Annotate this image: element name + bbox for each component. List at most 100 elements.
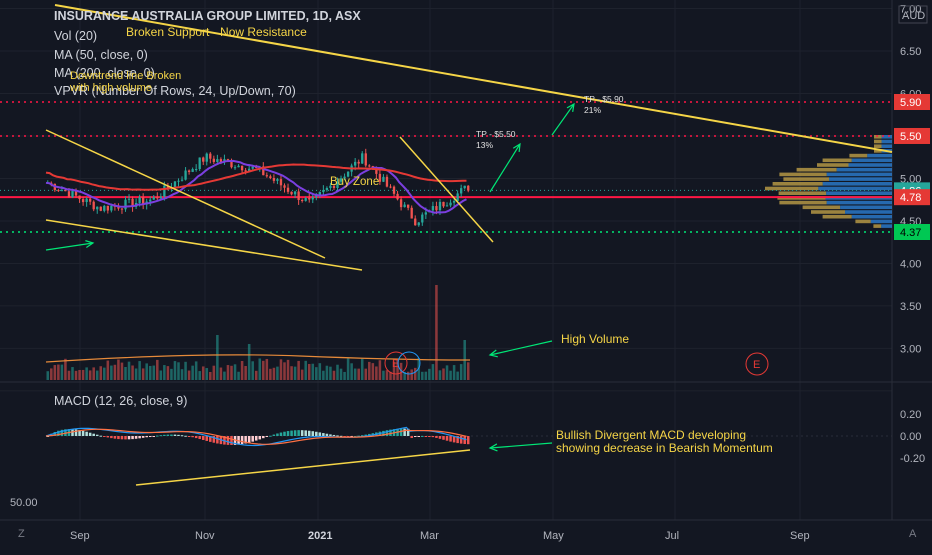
macd-histogram-bar — [293, 430, 297, 436]
support-arrow-head — [85, 240, 95, 248]
resistance-trendline — [54, 4, 893, 153]
volume-bar — [205, 368, 209, 380]
candle-body — [361, 153, 364, 164]
volume-bar — [371, 363, 375, 380]
volume-bar — [67, 370, 71, 380]
candle-body — [424, 212, 427, 215]
candle-body — [399, 199, 403, 208]
vpvr-down-bar — [783, 177, 830, 181]
annotation-downtrend: Downtrend line Broken — [70, 70, 182, 82]
time-tick-label: Mar — [420, 530, 439, 542]
candle-body — [205, 153, 208, 162]
vpvr-down-bar — [765, 186, 819, 191]
price-level-label: 4.78 — [900, 192, 921, 204]
macd-histogram-bar — [124, 436, 127, 440]
volume-bar — [431, 364, 435, 380]
volume-bar — [138, 361, 141, 380]
candle-body — [431, 206, 435, 211]
macd-histogram-bar — [103, 436, 106, 437]
candle-body — [449, 202, 452, 206]
macd-title[interactable]: MACD (12, 26, close, 9) — [54, 394, 188, 408]
indicator-ma200[interactable]: MA (200, close, 0) — [54, 66, 155, 80]
macd-histogram-bar — [265, 436, 269, 437]
time-tick-label: Sep — [70, 530, 90, 542]
vpvr-down-bar — [822, 214, 852, 219]
volume-bar — [194, 361, 198, 380]
volume-bar — [385, 370, 389, 380]
candle-body — [354, 161, 357, 166]
vpvr-down-bar — [778, 191, 827, 195]
macd-tick-label: 0.00 — [900, 431, 921, 443]
candle-body — [209, 153, 212, 159]
candle-body — [346, 171, 350, 177]
macd-histogram-bar — [163, 434, 166, 436]
candle-body — [318, 192, 321, 195]
candle-body — [233, 167, 237, 169]
macd-histogram-bar — [290, 430, 293, 436]
vpvr-up-bar — [826, 172, 892, 177]
candle-body — [410, 207, 413, 219]
indicator-vpvr[interactable]: VPVR (Number Of Rows, 24, Up/Down, 70) — [54, 84, 296, 98]
volume-bar — [46, 371, 50, 380]
volume-bar — [410, 369, 413, 380]
volume-bar — [375, 366, 378, 380]
volume-bar — [325, 365, 329, 380]
volume-bar — [247, 344, 251, 380]
tp1-label: TP - $5.50 — [476, 129, 516, 139]
volume-bar — [350, 363, 353, 380]
candle-body — [297, 191, 300, 201]
volume-bar — [219, 367, 223, 380]
candle-body — [389, 186, 392, 188]
macd-histogram-bar — [53, 432, 57, 436]
macd-histogram-bar — [339, 435, 343, 437]
candle-body — [456, 193, 459, 201]
macd-histogram-bar — [251, 436, 254, 442]
vpvr-up-bar — [881, 139, 892, 144]
macd-histogram-bar — [120, 436, 124, 440]
volume-bar — [265, 358, 269, 380]
volume-bar — [254, 370, 258, 380]
macd-histogram-bar — [304, 430, 307, 436]
vpvr-down-bar — [817, 163, 849, 167]
annotation-macd-1: Bullish Divergent MACD developing — [556, 428, 747, 442]
volume-bar — [127, 361, 131, 380]
indicator-vol[interactable]: Vol (20) — [54, 29, 98, 43]
candle-body — [421, 214, 424, 223]
volume-bar — [300, 369, 304, 380]
candle-body — [138, 197, 141, 203]
candle-body — [89, 198, 92, 202]
volume-bar — [442, 368, 445, 380]
candle-body — [311, 197, 314, 200]
macd-histogram-bar — [156, 435, 159, 437]
volume-bar — [113, 364, 117, 380]
vpvr-up-bar — [881, 224, 892, 228]
macd-histogram-bar — [209, 436, 212, 442]
candle-body — [308, 198, 311, 200]
macd-histogram-bar — [431, 436, 435, 438]
macd-histogram-bar — [438, 436, 442, 439]
candle-body — [329, 185, 332, 189]
volume-bar — [240, 360, 244, 380]
vpvr-down-bar — [802, 205, 841, 210]
volume-bar — [184, 361, 187, 380]
macd-histogram-bar — [141, 436, 145, 438]
trendline-upper — [45, 129, 326, 259]
earnings-marker — [384, 351, 408, 375]
timezone-button[interactable]: Z — [18, 528, 25, 540]
volume-bar — [456, 371, 459, 380]
volume-bar — [353, 368, 357, 380]
macd-histogram-bar — [463, 436, 466, 445]
candle-body — [131, 198, 134, 207]
volume-bar — [173, 361, 177, 380]
volume-bar — [396, 359, 399, 380]
price-tick-label: 3.50 — [900, 301, 921, 313]
auto-scale-button[interactable]: A — [909, 528, 917, 540]
volume-bar — [452, 365, 456, 380]
volume-bar — [293, 366, 297, 380]
vpvr-up-bar — [851, 214, 892, 219]
vpvr-down-bar — [874, 144, 882, 148]
macd-histogram-bar — [428, 436, 431, 437]
indicator-ma50[interactable]: MA (50, close, 0) — [54, 48, 148, 62]
